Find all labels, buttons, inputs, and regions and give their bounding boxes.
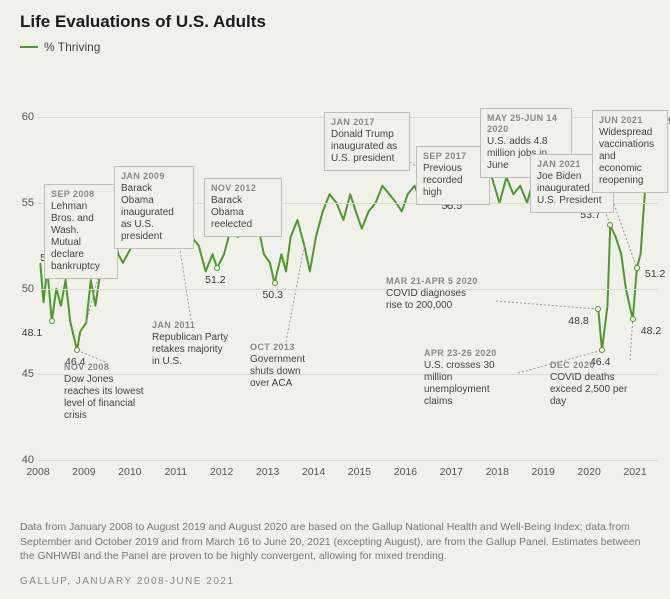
footnote: Data from January 2008 to August 2019 an… [20, 520, 645, 563]
annotation-text: U.S. crosses 30 million unemployment cla… [424, 360, 516, 408]
annotation-date: JUN 2021 [599, 115, 661, 126]
annotation: JAN 2011Republican Party retakes majorit… [152, 320, 230, 368]
annotation-date: DEC 2020 [550, 360, 630, 371]
annotation: MAR 21-APR 5 2020COVID diagnoses rise to… [386, 276, 478, 312]
x-tick: 2019 [531, 466, 554, 478]
legend-label: % Thriving [44, 40, 100, 54]
annotation: DEC 2020COVID deaths exceed 2,500 per da… [550, 360, 630, 408]
annotation-text: Government shuts down over ACA [250, 354, 322, 390]
x-tick: 2017 [440, 466, 463, 478]
point-label: 50.3 [263, 289, 283, 301]
annotation-date: NOV 2012 [211, 183, 275, 194]
x-tick: 2013 [256, 466, 279, 478]
x-tick: 2011 [164, 466, 187, 478]
y-tick: 40 [12, 454, 34, 466]
y-tick: 50 [12, 283, 34, 295]
annotation-date: SEP 2017 [423, 151, 483, 162]
annotation-text: Donald Trump inaugurated as U.S. preside… [331, 129, 403, 165]
data-point [634, 265, 640, 271]
annotation: JUN 2021Widespread vaccinations and econ… [592, 110, 668, 193]
point-label: 48.8 [568, 315, 588, 327]
annotation-date: JAN 2011 [152, 320, 230, 331]
x-tick: 2015 [348, 466, 371, 478]
annotation-text: Lehman Bros. and Wash. Mutual declare ba… [51, 201, 111, 273]
annotation-text: Dow Jones reaches its lowest level of fi… [64, 374, 146, 422]
data-point [272, 280, 278, 286]
x-tick: 2014 [302, 466, 325, 478]
data-point [630, 316, 636, 322]
x-tick: 2021 [623, 466, 646, 478]
legend: % Thriving [20, 40, 100, 54]
annotation-date: JAN 2017 [331, 117, 403, 128]
annotation: NOV 2012Barack Obama reelected [204, 178, 282, 237]
chart-title: Life Evaluations of U.S. Adults [20, 12, 266, 32]
data-point [595, 306, 601, 312]
annotation-text: Barack Obama reelected [211, 195, 275, 231]
point-label: 51.2 [645, 268, 665, 280]
annotation-date: APR 23-26 2020 [424, 348, 516, 359]
grid-line [38, 289, 658, 290]
x-tick: 2018 [486, 466, 509, 478]
annotation: SEP 2017Previous recorded high [416, 146, 490, 205]
y-tick: 60 [12, 111, 34, 123]
y-tick: 55 [12, 197, 34, 209]
annotation-date: MAY 25-JUN 14 2020 [487, 113, 565, 135]
annotation-text: COVID deaths exceed 2,500 per day [550, 372, 630, 408]
annotation: OCT 2013Government shuts down over ACA [250, 342, 322, 390]
grid-line [38, 460, 658, 461]
point-label: 48.2 [641, 325, 661, 337]
x-tick: 2008 [26, 466, 49, 478]
annotation-date: JAN 2009 [121, 171, 187, 182]
chart-area: 40 45 50 55 60 2008 2009 2010 2011 2012 2013 2014 20… [0, 60, 670, 490]
point-label: 51.2 [205, 274, 225, 286]
legend-swatch [20, 46, 38, 48]
annotation: JAN 2017Donald Trump inaugurated as U.S.… [324, 112, 410, 171]
data-point [599, 347, 605, 353]
x-tick: 2016 [394, 466, 417, 478]
annotation-text: Widespread vaccinations and economic reo… [599, 127, 661, 187]
data-point [607, 222, 613, 228]
data-point [49, 318, 55, 324]
annotation-date: OCT 2013 [250, 342, 322, 353]
annotation-text: Barack Obama inaugurated as U.S. preside… [121, 183, 187, 243]
x-tick: 2020 [577, 466, 600, 478]
annotation-date: MAR 21-APR 5 2020 [386, 276, 478, 287]
data-point [214, 265, 220, 271]
annotation-text: COVID diagnoses rise to 200,000 [386, 288, 478, 312]
y-tick: 45 [12, 368, 34, 380]
annotation-date: NOV 2008 [64, 362, 146, 373]
annotation-text: Republican Party retakes majority in U.S… [152, 332, 230, 368]
annotation: APR 23-26 2020U.S. crosses 30 million un… [424, 348, 516, 408]
source-line: GALLUP, JANUARY 2008-JUNE 2021 [20, 576, 235, 587]
x-tick: 2010 [118, 466, 141, 478]
x-tick: 2012 [210, 466, 233, 478]
annotation: JAN 2009Barack Obama inaugurated as U.S.… [114, 166, 194, 249]
annotation: NOV 2008Dow Jones reaches its lowest lev… [64, 362, 146, 422]
annotation-text: Previous recorded high [423, 163, 483, 199]
data-point [74, 347, 80, 353]
point-label: 48.1 [22, 327, 42, 339]
x-tick: 2009 [72, 466, 95, 478]
annotation-date: SEP 2008 [51, 189, 111, 200]
annotation: SEP 2008Lehman Bros. and Wash. Mutual de… [44, 184, 118, 279]
